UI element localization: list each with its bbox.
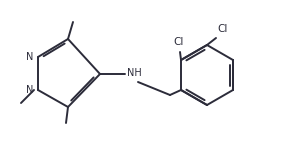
Text: Cl: Cl	[174, 37, 184, 47]
Text: NH: NH	[127, 68, 141, 78]
Text: Cl: Cl	[218, 24, 228, 34]
Text: N: N	[26, 85, 33, 95]
Text: N: N	[26, 52, 33, 62]
